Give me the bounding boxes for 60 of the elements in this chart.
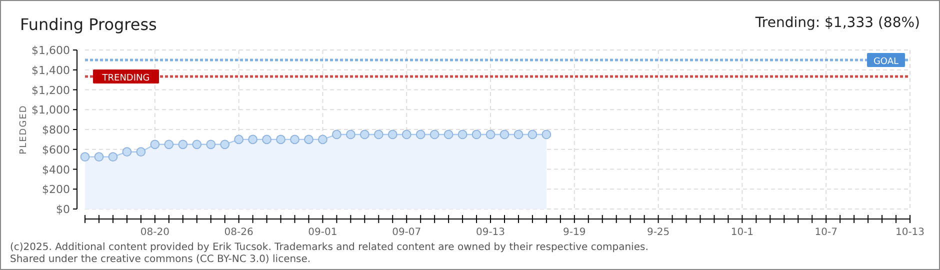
point xyxy=(94,152,104,162)
y-tick-label: $1,000 xyxy=(32,104,70,117)
y-tick-label: $1,200 xyxy=(32,84,70,97)
point xyxy=(150,140,160,150)
chart-subtitle: Trending: $1,333 (88%) xyxy=(754,15,920,31)
point xyxy=(178,140,188,150)
x-tick-label: 09-13 xyxy=(476,227,506,238)
point xyxy=(304,134,314,144)
point xyxy=(234,134,244,144)
point xyxy=(430,130,440,140)
y-tick-label: $0 xyxy=(56,203,70,216)
y-tick-label: $400 xyxy=(42,163,70,176)
x-tick-label: 08-20 xyxy=(140,227,170,238)
point xyxy=(122,147,132,157)
point xyxy=(388,130,398,140)
chart-title: Funding Progress xyxy=(20,15,157,34)
y-tick-label: $800 xyxy=(42,124,70,136)
point xyxy=(360,130,370,140)
x-tick-label: 08-26 xyxy=(224,227,254,238)
point xyxy=(164,140,174,150)
y-axis-title: PLEDGED xyxy=(19,104,29,154)
point xyxy=(108,152,118,162)
y-tick-label: $600 xyxy=(42,143,70,156)
ref-line-label: GOAL xyxy=(873,56,899,67)
x-tick-label: 9-19 xyxy=(563,227,586,238)
point xyxy=(220,140,230,150)
point xyxy=(290,134,300,144)
point xyxy=(444,130,454,140)
text: Shared under the creative commons (CC BY-NC 3.0) license. xyxy=(10,254,311,265)
point xyxy=(206,140,216,150)
point xyxy=(500,130,510,140)
point xyxy=(514,130,524,140)
x-tick-label: 10-7 xyxy=(814,227,838,238)
point xyxy=(318,134,328,144)
point xyxy=(136,147,146,157)
x-tick-label: 10-1 xyxy=(730,227,754,238)
y-tick-label: $200 xyxy=(42,183,70,196)
x-tick-label: 09-01 xyxy=(308,227,338,238)
x-tick-label: 9-25 xyxy=(646,227,670,238)
point xyxy=(262,134,272,144)
x-tick-label: 10-13 xyxy=(895,227,925,238)
point xyxy=(416,130,426,140)
text: (c)2025. Additional content provided by Erik Tucsok. Trademarks and related content are owned by their respective companies. xyxy=(10,242,648,253)
point xyxy=(486,130,496,140)
point xyxy=(402,130,412,140)
point xyxy=(458,130,468,140)
x-tick-label: 09-07 xyxy=(392,227,422,238)
y-tick-label: $1,400 xyxy=(32,64,70,77)
point xyxy=(374,130,384,140)
point xyxy=(248,134,258,144)
point xyxy=(80,152,90,162)
point xyxy=(192,140,202,150)
ref-line-label: TRENDING xyxy=(101,74,150,84)
point xyxy=(276,134,286,144)
point xyxy=(528,130,538,140)
point xyxy=(542,130,552,140)
point xyxy=(346,130,356,140)
point xyxy=(472,130,482,140)
y-tick-label: $1,600 xyxy=(32,44,70,57)
point xyxy=(332,130,342,140)
